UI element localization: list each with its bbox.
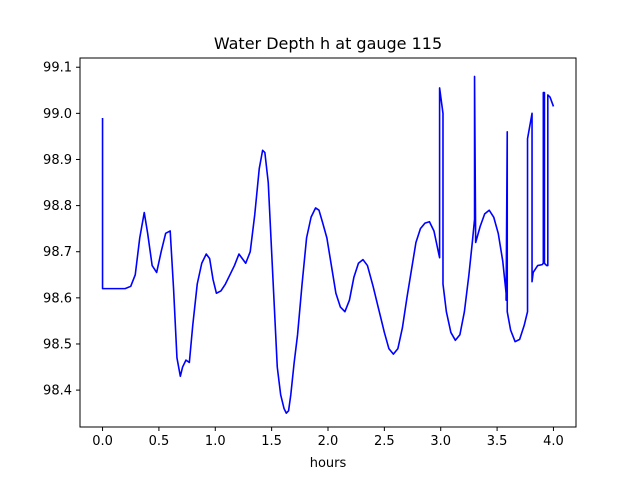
- x-tick-label: 1.0: [205, 434, 226, 449]
- y-tick-label: 98.8: [43, 199, 72, 214]
- x-tick-label: 0.0: [92, 434, 113, 449]
- y-tick-label: 99.1: [43, 61, 72, 76]
- x-tick-label: 3.0: [430, 434, 451, 449]
- y-axis: 98.4 98.5 98.6 98.7 98.8 98.9 99.0 99.1: [43, 61, 80, 399]
- x-axis-label: hours: [310, 456, 347, 471]
- plot-area: [79, 57, 577, 428]
- x-axis: 0.0 0.5 1.0 1.5 2.0 2.5 3.0 3.5 4.0: [92, 427, 564, 449]
- y-tick-label: 99.0: [43, 107, 72, 122]
- y-tick-label: 98.7: [43, 245, 72, 260]
- x-tick-label: 1.5: [261, 434, 282, 449]
- x-tick-label: 2.5: [374, 434, 395, 449]
- y-tick-label: 98.6: [43, 291, 72, 306]
- x-tick-label: 4.0: [543, 434, 564, 449]
- y-tick-label: 98.5: [43, 337, 72, 352]
- y-tick-label: 98.4: [43, 384, 72, 399]
- chart-title: Water Depth h at gauge 115: [214, 34, 442, 53]
- x-tick-label: 2.0: [318, 434, 339, 449]
- y-tick-label: 98.9: [43, 153, 72, 168]
- series-line: [101, 75, 555, 414]
- x-tick-label: 3.5: [487, 434, 508, 449]
- x-tick-label: 0.5: [149, 434, 170, 449]
